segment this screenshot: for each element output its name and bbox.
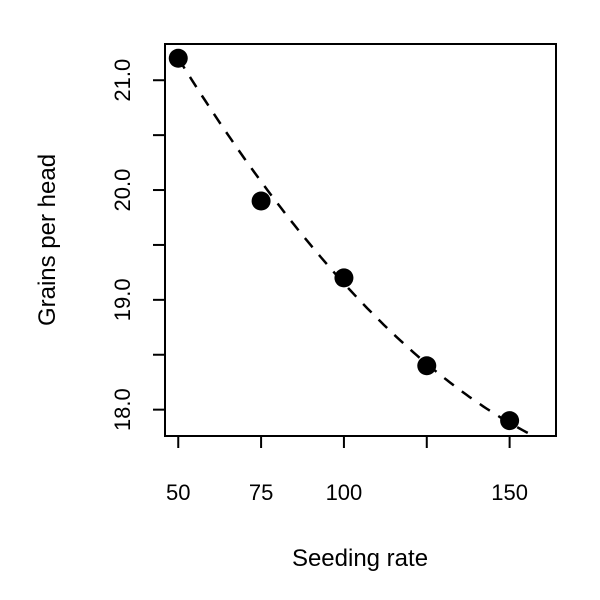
x-tick-label: 150 <box>491 480 528 505</box>
plot-frame <box>164 43 557 437</box>
data-point <box>500 411 520 431</box>
y-tick-label: 19.0 <box>110 278 135 321</box>
y-axis-title: Grains per head <box>34 154 61 326</box>
y-tick-label: 21.0 <box>110 59 135 102</box>
x-tick-label: 50 <box>166 480 190 505</box>
y-tick-label: 18.0 <box>110 388 135 431</box>
x-axis-title: Seeding rate <box>292 545 428 572</box>
data-point <box>334 268 354 288</box>
x-tick-label: 75 <box>249 480 273 505</box>
data-point <box>251 191 271 211</box>
fitted-curve <box>177 57 537 436</box>
data-point <box>168 48 188 68</box>
x-tick-label: 100 <box>326 480 363 505</box>
y-tick-label: 20.0 <box>110 169 135 212</box>
data-point <box>417 356 437 376</box>
